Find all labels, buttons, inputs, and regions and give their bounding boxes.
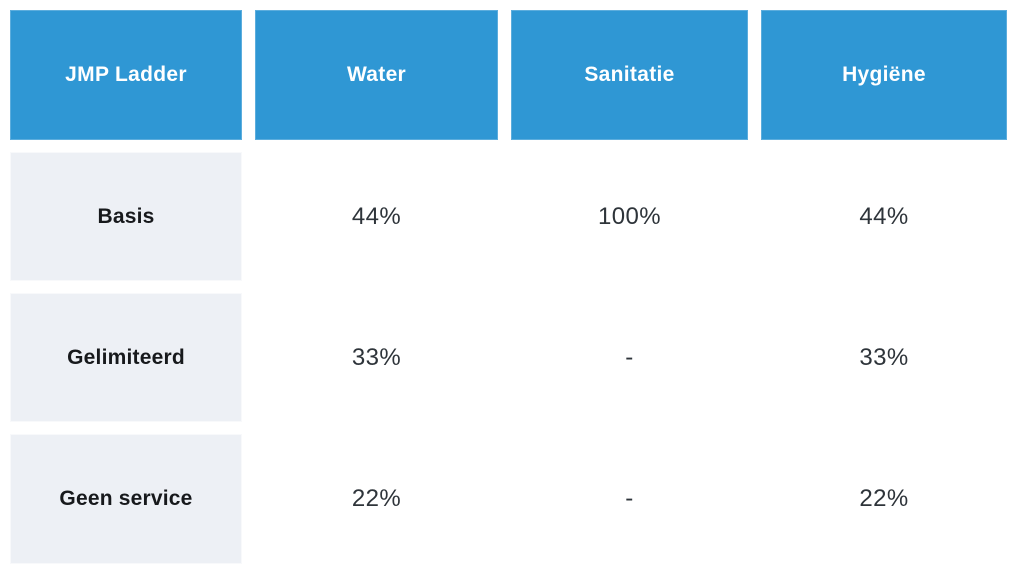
row-label-geen-service: Geen service [10, 434, 242, 564]
row-label-basis: Basis [10, 152, 242, 281]
column-header-jmp-ladder: JMP Ladder [10, 10, 242, 140]
cell-basis-water: 44% [351, 202, 402, 230]
column-header-water: Water [255, 10, 498, 140]
cell-gelimiteerd-water: 33% [351, 343, 402, 371]
cell-geen-service-water: 22% [351, 485, 402, 512]
cell-geen-service-sanitatie: - [625, 485, 634, 512]
cell-gelimiteerd-sanitatie: - [625, 343, 634, 371]
cell-gelimiteerd-hygiene: 33% [859, 343, 909, 371]
cell-basis-hygiene: 44% [859, 202, 909, 230]
cell-basis-sanitatie: 100% [598, 202, 661, 230]
row-label-gelimiteerd: Gelimiteerd [10, 293, 242, 422]
column-header-sanitatie: Sanitatie [511, 10, 748, 140]
table-grid: JMP Ladder Water Sanitatie Hygiëne Basis… [10, 10, 1007, 564]
column-header-hygiene: Hygiëne [761, 10, 1007, 140]
cell-geen-service-hygiene: 22% [859, 485, 909, 512]
